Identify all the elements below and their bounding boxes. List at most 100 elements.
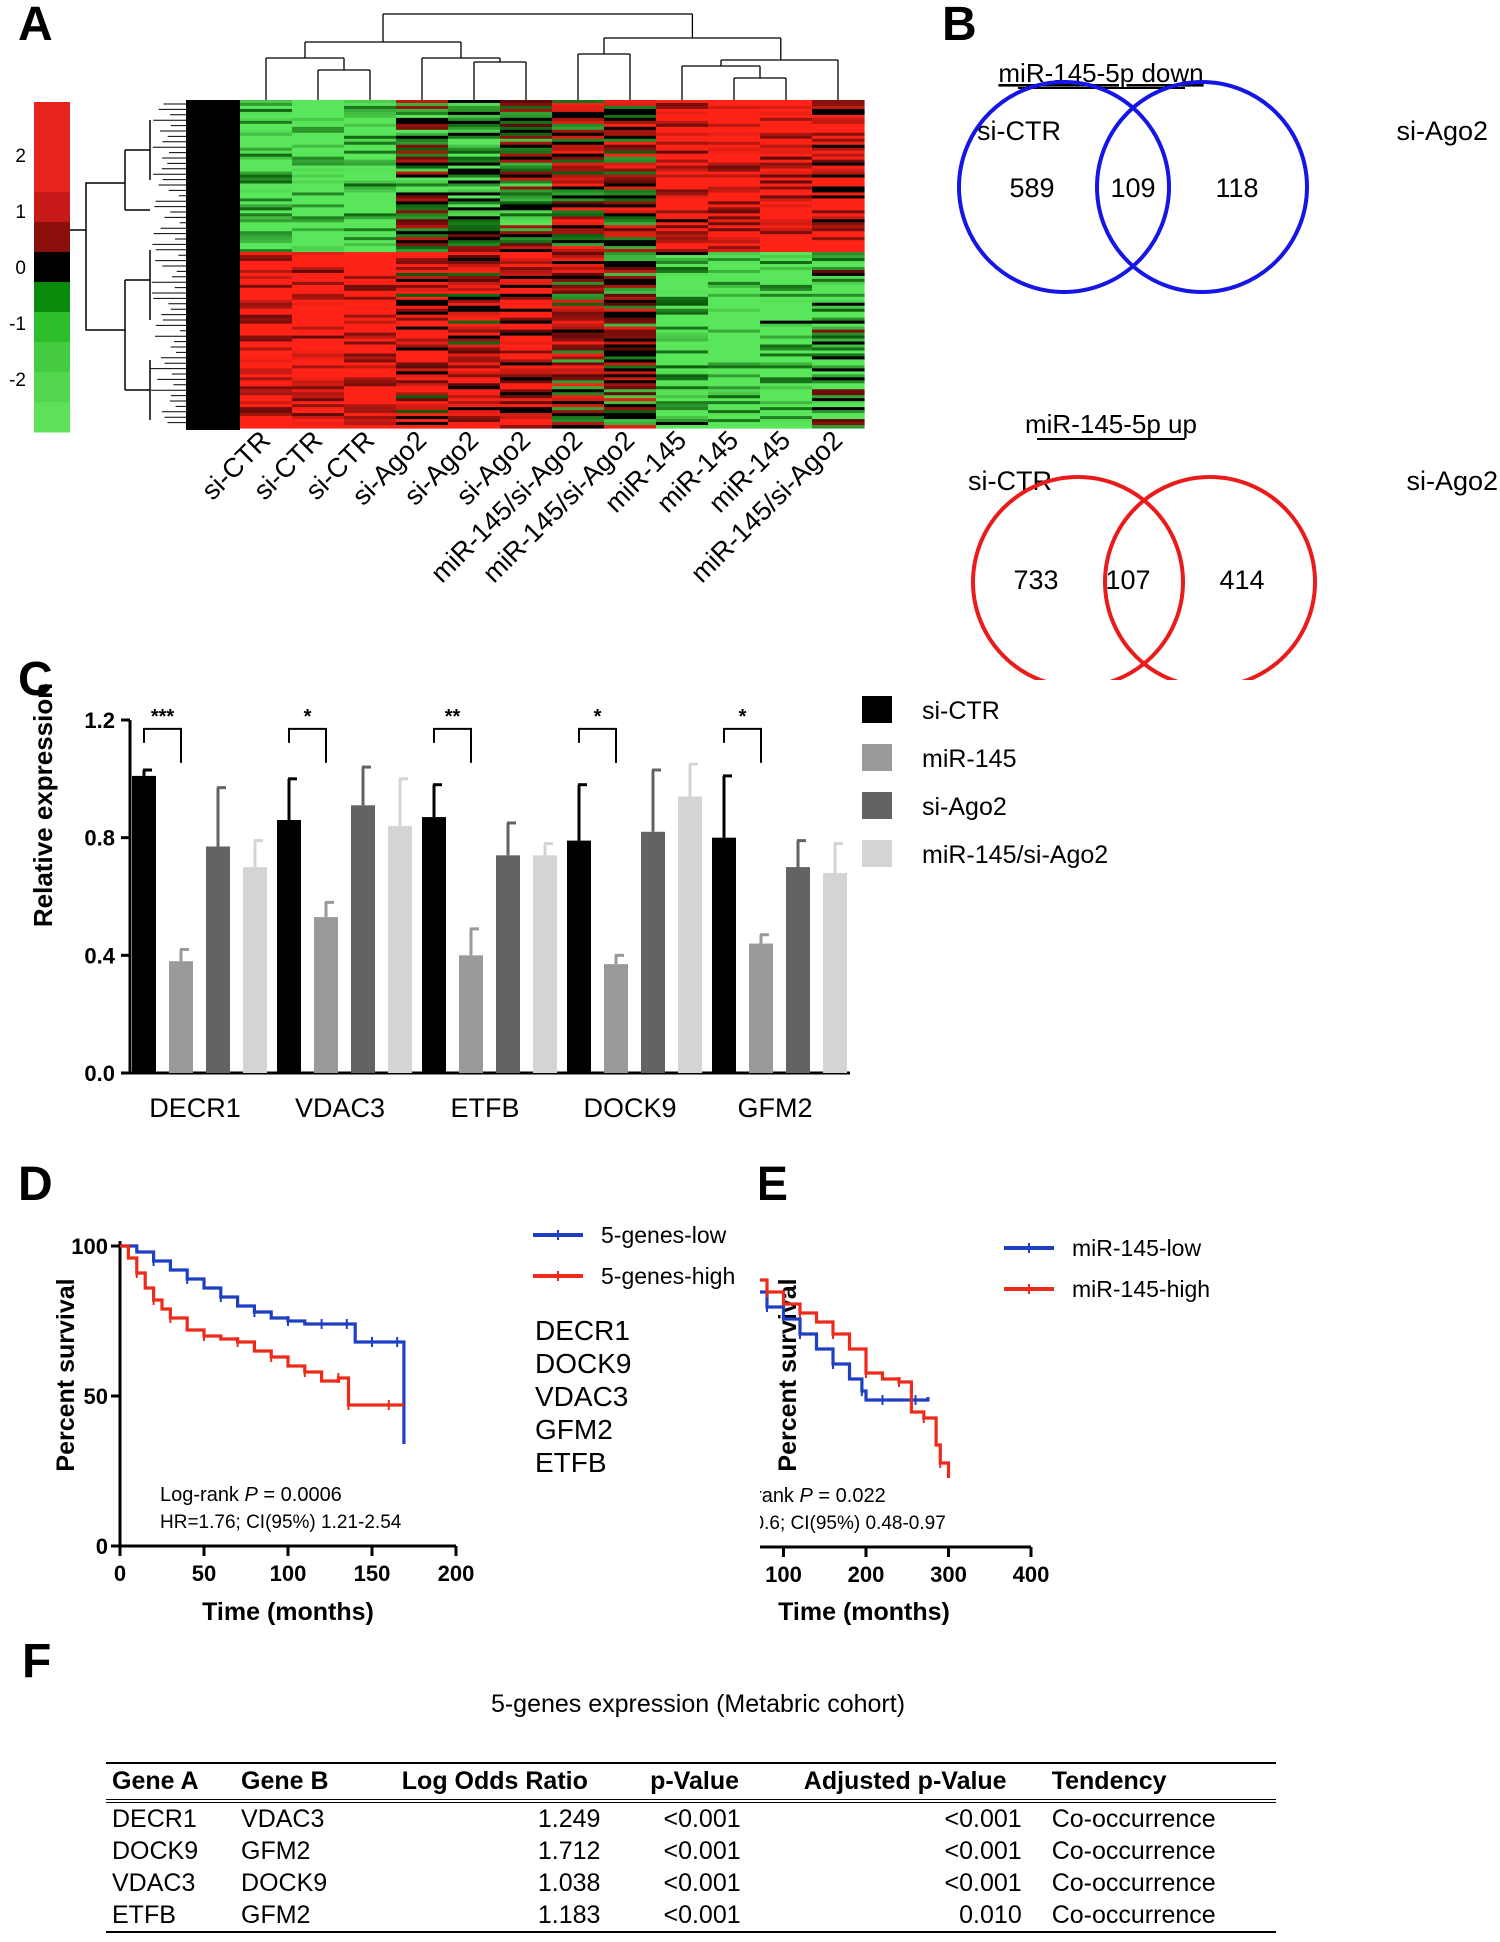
heatmap-cell [292, 162, 345, 167]
heatmap-cell [396, 159, 449, 164]
heatmap-cell [396, 171, 449, 176]
heatmap-cell [240, 422, 293, 426]
table-row: ETFB GFM2 1.183 <0.001 0.010 Co-occurren… [106, 1899, 1276, 1933]
heatmap-cell [552, 416, 605, 420]
heatmap-cell [552, 305, 605, 310]
heatmap-cell [708, 150, 761, 155]
heatmap-cell [396, 323, 449, 328]
heatmap-cell [812, 210, 865, 214]
header-adjusted-p: Adjusted p-Value [764, 1762, 1046, 1803]
cell-tendency: Co-occurrence [1045, 1899, 1276, 1933]
heatmap-cell [760, 159, 813, 164]
heatmap-cell [708, 252, 761, 256]
venn-down-left-count: 589 [1009, 173, 1054, 203]
heatmap-cell [396, 302, 449, 307]
heatmap-cell [448, 359, 501, 363]
heatmap-cell [292, 201, 345, 205]
heatmap-cell [448, 117, 501, 122]
heatmap-cell [500, 266, 553, 271]
heatmap-cell [656, 359, 709, 363]
heatmap-cell [604, 305, 657, 310]
heatmap-cell [344, 329, 397, 334]
heatmap-cell [344, 135, 397, 140]
heatmap-cell [812, 332, 865, 337]
heatmap-cell [240, 264, 293, 268]
heatmap-cell [760, 305, 813, 310]
heatmap-cell [812, 329, 865, 334]
heatmap-cell [396, 234, 449, 238]
heatmap-cell [604, 174, 657, 179]
heatmap-cell [656, 100, 709, 104]
heatmap-cell [656, 249, 709, 253]
heatmap-cell [656, 216, 709, 220]
heatmap-cell [604, 222, 657, 226]
heatmap-cell [240, 398, 293, 402]
heatmap-cell [396, 272, 449, 277]
legend-label: 5-genes-high [601, 1263, 735, 1289]
heatmap-cell [448, 252, 501, 256]
heatmap-cell [604, 111, 657, 116]
bar-y-tick-label: 0.8 [84, 826, 115, 851]
heatmap-cell [344, 138, 397, 143]
heatmap-cell [448, 398, 501, 402]
heatmap-cell [656, 398, 709, 402]
km-curve [760, 1290, 930, 1402]
heatmap-cell [240, 383, 293, 387]
cell-adjusted-p: <0.001 [944, 1836, 1022, 1865]
heatmap-cell [604, 102, 657, 107]
heatmap-cell [292, 243, 345, 247]
colorbar-tick-label: 2 [15, 146, 26, 167]
cell-log-odds: 1.183 [365, 1899, 625, 1933]
cell-log-odds: 1.712 [537, 1836, 601, 1865]
heatmap-cell [500, 326, 553, 331]
heatmap-cell [708, 278, 761, 283]
heatmap-cell [812, 186, 865, 191]
heatmap-cell [656, 302, 709, 307]
heatmap-cell [812, 225, 865, 229]
heatmap-cell [552, 144, 605, 149]
heatmap-cell [396, 114, 449, 119]
km-d-y-axis-label: Percent survival [52, 1278, 80, 1471]
heatmap-cell [552, 210, 605, 214]
venn-down-left-circle [957, 80, 1171, 294]
heatmap-cell [448, 419, 501, 423]
heatmap-cell [812, 299, 865, 304]
heatmap-cell [448, 225, 501, 229]
heatmap-cell [708, 314, 761, 319]
heatmap-cell [552, 264, 605, 268]
heatmap-cell [656, 159, 709, 164]
colorbar-segment [34, 282, 70, 313]
heatmap-cell [396, 362, 449, 366]
cell-gene-b: VDAC3 [241, 1804, 325, 1833]
heatmap-cell [500, 362, 553, 366]
heatmap-cell [552, 320, 605, 325]
heatmap-cell [656, 105, 709, 110]
heatmap-cell [708, 401, 761, 405]
bar-category-label: VDAC3 [295, 1093, 385, 1123]
heatmap-cell [708, 356, 761, 361]
heatmap-cell [656, 266, 709, 271]
heatmap-cell [396, 207, 449, 211]
heatmap-cell [656, 210, 709, 214]
heatmap-cell [396, 129, 449, 134]
heatmap-cell [656, 111, 709, 116]
heatmap-cell [812, 252, 865, 256]
heatmap-cell [448, 210, 501, 214]
heatmap-cell [396, 377, 449, 381]
heatmap-cell [500, 350, 553, 355]
heatmap-cell [292, 261, 345, 265]
heatmap-cell [344, 383, 397, 387]
heatmap-cell [500, 117, 553, 122]
heatmap-cell [500, 162, 553, 167]
heatmap-cell [500, 344, 553, 349]
venn-down-title: miR-145-5p down [998, 58, 1203, 88]
bar-y-axis-label: Relative expression [28, 683, 58, 927]
heatmap-cell [500, 258, 553, 262]
km-x-tick-label: 200 [438, 1561, 475, 1586]
heatmap-cell [500, 246, 553, 250]
heatmap-cell [292, 255, 345, 259]
heatmap-cell [552, 174, 605, 179]
heatmap-cell [396, 305, 449, 310]
heatmap-cell [500, 365, 553, 369]
heatmap-cell [396, 123, 449, 128]
